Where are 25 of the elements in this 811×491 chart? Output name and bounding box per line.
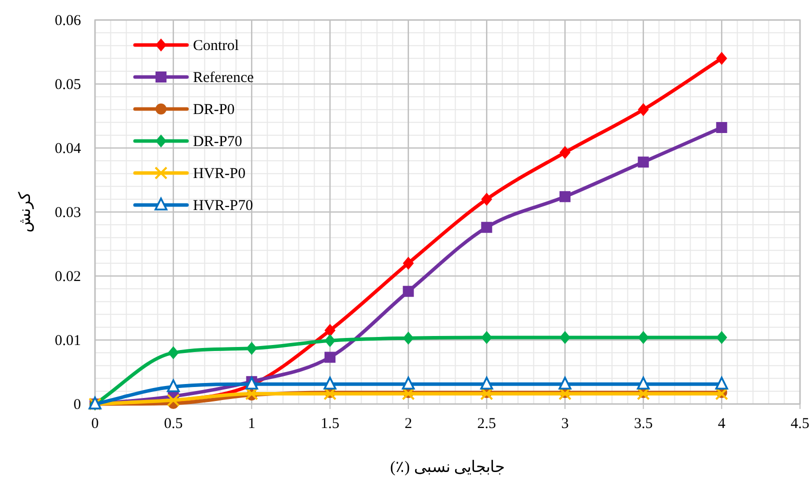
y-axis-title: کرنش xyxy=(17,192,34,232)
x-tick-label: 1.5 xyxy=(320,416,340,432)
legend-label: HVR-P0 xyxy=(193,166,246,182)
y-tick-label: 0.03 xyxy=(54,205,81,221)
y-tick-label: 0.06 xyxy=(54,13,82,29)
x-tick-label: 0 xyxy=(91,416,99,432)
x-tick-label: 4 xyxy=(718,416,726,432)
y-tick-label: 0.02 xyxy=(54,269,81,285)
x-tick-label: 2 xyxy=(404,416,412,432)
x-tick-label: 4.5 xyxy=(790,416,810,432)
x-tick-label: 2.5 xyxy=(477,416,496,432)
y-tick-label: 0.01 xyxy=(54,333,81,349)
y-tick-label: 0 xyxy=(74,397,81,413)
legend-label: DR-P0 xyxy=(193,102,235,118)
x-tick-label: 3.5 xyxy=(634,416,653,432)
x-tick-label: 1 xyxy=(248,416,256,432)
legend-label: HVR-P70 xyxy=(193,198,254,214)
legend-label: Control xyxy=(193,38,239,54)
x-axis-title: جابجایی نسبی (٪) xyxy=(390,459,505,476)
legend-label: Reference xyxy=(193,70,254,86)
y-tick-label: 0.04 xyxy=(54,141,82,157)
y-tick-label: 0.05 xyxy=(54,77,81,93)
legend-label: DR-P70 xyxy=(193,134,242,150)
x-tick-label: 3 xyxy=(561,416,569,432)
x-tick-label: 0.5 xyxy=(164,416,183,432)
